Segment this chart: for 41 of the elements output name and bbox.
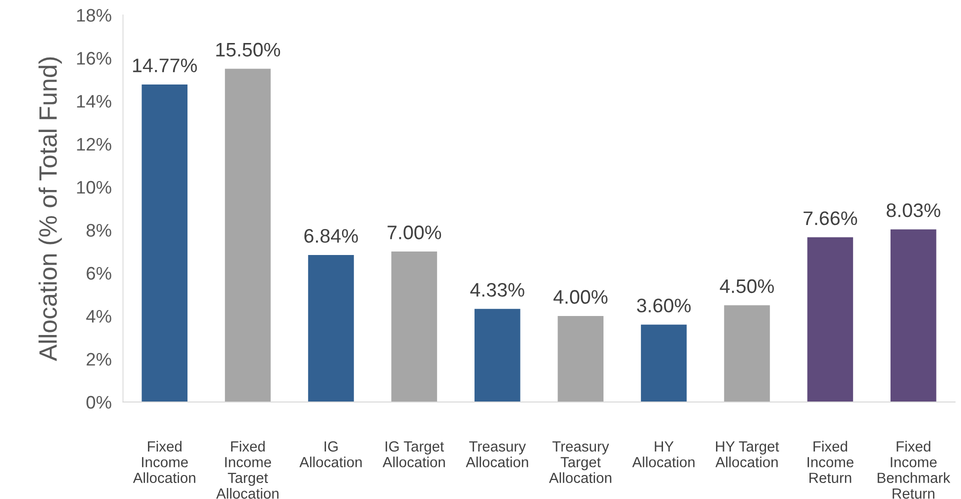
y-tick-label: 0% xyxy=(86,396,112,409)
x-tick-label: Fixed Income Allocation xyxy=(133,440,196,484)
bar xyxy=(474,308,520,402)
y-tick-label: 14% xyxy=(77,95,112,108)
y-tick-label: 6% xyxy=(86,266,112,280)
x-tick-label: Fixed Income Benchmark Return xyxy=(878,440,950,499)
data-label: 7.66% xyxy=(804,211,858,226)
bar xyxy=(308,254,354,402)
bar xyxy=(807,237,854,402)
data-label: 4.50% xyxy=(720,279,774,294)
y-tick-label: 8% xyxy=(86,224,112,237)
y-tick-label: 10% xyxy=(77,180,112,194)
bar xyxy=(224,68,271,402)
bar xyxy=(142,84,188,402)
x-tick-label: HY Target Allocation xyxy=(715,441,780,468)
y-tick-label: 16% xyxy=(77,52,112,65)
bar xyxy=(640,324,687,402)
y-tick-label: 2% xyxy=(86,352,112,366)
x-tick-label: Treasury Target Allocation xyxy=(549,441,612,484)
data-label: 14.77% xyxy=(133,58,197,72)
bar xyxy=(558,316,604,402)
bar xyxy=(890,229,936,402)
y-axis-title: Allocation (% of Total Fund) xyxy=(38,57,62,362)
y-tick-label: 4% xyxy=(86,310,112,323)
data-label: 15.50% xyxy=(216,42,280,57)
data-label: 3.60% xyxy=(636,298,691,312)
data-label: 4.00% xyxy=(553,290,608,304)
y-tick-label: 12% xyxy=(77,138,112,151)
data-label: 7.00% xyxy=(388,226,442,240)
data-label: 6.84% xyxy=(304,228,358,243)
data-label: 8.03% xyxy=(886,203,940,218)
x-tick-label: Treasury Allocation xyxy=(466,441,528,468)
data-label: 4.33% xyxy=(470,282,524,297)
x-tick-label: HY Allocation xyxy=(632,441,694,468)
bar xyxy=(724,305,770,402)
x-tick-label: IG Target Allocation xyxy=(382,441,445,468)
y-tick-label: 18% xyxy=(77,8,112,22)
x-tick-label: Fixed Income Target Allocation xyxy=(216,440,278,499)
x-tick-label: Fixed Income Return xyxy=(808,440,854,484)
x-tick-label: IG Allocation xyxy=(299,441,362,468)
bar xyxy=(391,252,438,402)
